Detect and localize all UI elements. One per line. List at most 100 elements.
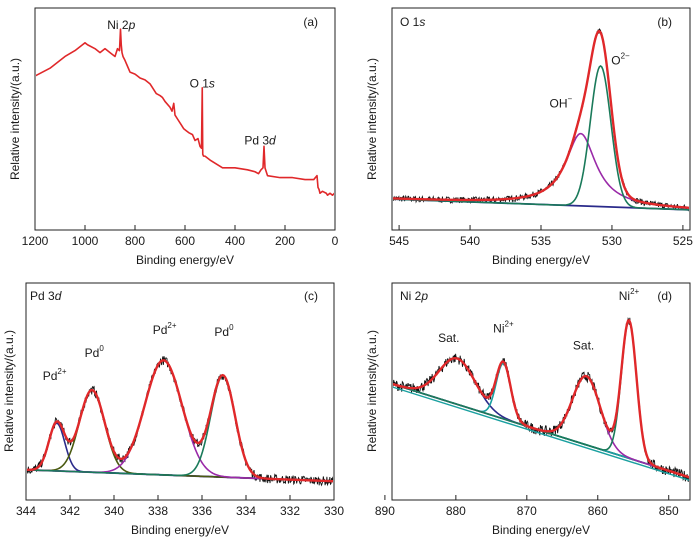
panel-d-background-2 (393, 386, 689, 481)
panel-c-fit-envelope (27, 359, 333, 483)
panel-a-tick-label: 1000 (72, 234, 99, 248)
panel-c-tick-label: 334 (236, 504, 256, 518)
annotation-text: Ni (493, 321, 504, 335)
panel-b-title-italic: s (419, 15, 425, 29)
panel-c-annotation: Pd2+ (153, 321, 177, 337)
panel-c-pd3d: Pd 3d (c) 344 342 340 338 336 334 332 330 Pd2+P… (2, 282, 344, 537)
panel-c-series (27, 356, 333, 487)
panel-a-ylabel: Relative intensity/(a.u.) (8, 58, 22, 180)
panel-b-series (393, 28, 689, 212)
annotation-text: OH (550, 96, 568, 110)
panel-c-annotation: Pd0 (85, 344, 105, 360)
panel-c-raw-data (27, 356, 333, 487)
panel-d-component-peak-2 (393, 362, 689, 478)
panel-a-tick-label: 200 (275, 234, 295, 248)
panel-d-tick-label: 880 (446, 504, 466, 518)
panel-c-tick-label: 336 (192, 504, 212, 518)
panel-b-tick-label: 530 (602, 234, 622, 248)
panel-d-fit-envelope (393, 318, 689, 479)
panel-d-tick-label: 890 (375, 504, 395, 518)
annotation-superscript: − (568, 94, 573, 103)
panel-d-annotations: Sat.Ni2+Sat.Ni2+ (438, 287, 639, 353)
annotation-italic: s (209, 77, 215, 91)
annotation-superscript: 2+ (505, 319, 514, 328)
panel-b-fit-envelope (393, 29, 689, 209)
panel-d-x-ticks: 890 880 870 860 850 (375, 495, 679, 518)
panel-d-ni2p: Ni 2p (d) 890 880 870 860 850 Sat.Ni2+Sat.Ni… (365, 282, 691, 537)
panel-a-frame (34, 7, 336, 231)
panel-d-title-main: Ni 2 (400, 289, 422, 303)
panel-d-ylabel: Relative intensity/(a.u.) (365, 330, 379, 452)
panel-a-tick-label: 800 (125, 234, 145, 248)
panel-c-frame (25, 282, 335, 501)
panel-a-survey: (a) 1200 1000 800 600 400 200 0 Ni 2p O 1s Pd 3d… (8, 7, 339, 267)
panel-b-x-ticks: 545 540 535 530 525 (389, 225, 693, 248)
panel-d-tick-label: 850 (659, 504, 679, 518)
panel-c-annotation: Pd2+ (43, 367, 67, 383)
panel-b-title: O 1s (400, 15, 425, 29)
panel-b-raw-data (393, 28, 689, 212)
annotation-text: O 1 (190, 77, 210, 91)
panel-d-xlabel: Binding energy/eV (492, 523, 590, 537)
panel-c-tick-label: 338 (148, 504, 168, 518)
panel-d-title: Ni 2p (400, 289, 428, 303)
panel-b-annotation: O2− (611, 51, 630, 67)
panel-c-component-peak-1 (27, 422, 333, 483)
panel-d-tick-label: 870 (517, 504, 537, 518)
panel-c-tick-label: 344 (16, 504, 36, 518)
panel-c-component-peak-2 (27, 389, 333, 483)
annotation-superscript: 0 (99, 344, 104, 353)
panel-d-title-italic: p (420, 289, 428, 303)
panel-a-plot (36, 28, 334, 196)
annotation-text: Pd (153, 323, 168, 337)
panel-a-annotation: Ni 2p (107, 18, 135, 32)
panel-d-annotation: Sat. (573, 338, 594, 352)
panel-b-tick-label: 525 (673, 234, 693, 248)
panel-b-tick-label: 545 (389, 234, 409, 248)
annotation-italic: p (128, 18, 136, 32)
panel-c-annotation: Pd0 (214, 323, 234, 339)
panel-d-component-peak-1 (393, 357, 689, 478)
panel-d-frame (391, 282, 691, 501)
panel-c-tick-label: 330 (324, 504, 344, 518)
panel-b-frame (391, 7, 691, 231)
annotation-superscript: 2+ (630, 287, 639, 296)
panel-d-tick-label: 860 (588, 504, 608, 518)
panel-b-title-main: O 1 (400, 15, 420, 29)
panel-a-annotations: Ni 2p O 1s Pd 3d (107, 18, 276, 147)
annotation-superscript: 0 (229, 323, 234, 332)
panel-c-tick-label: 342 (60, 504, 80, 518)
panel-c-title-main: Pd 3 (30, 289, 55, 303)
panel-d-label: (d) (657, 289, 672, 303)
panel-a-annotation: Pd 3d (244, 133, 276, 147)
panel-b-label: (b) (657, 15, 672, 29)
annotation-text: Pd (43, 369, 58, 383)
panel-c-title-italic: d (55, 289, 62, 303)
annotation-text: O (611, 53, 620, 67)
annotation-superscript: 2− (621, 51, 630, 60)
annotation-text: Ni (619, 289, 630, 303)
panel-a-tick-label: 1200 (22, 234, 49, 248)
panel-a-annotation: O 1s (190, 77, 215, 91)
panel-c-xlabel: Binding energy/eV (131, 523, 229, 537)
panel-a-survey-line (36, 28, 334, 196)
panel-b-annotations: OH− O2− (550, 51, 630, 110)
panel-d-annotation: Sat. (438, 331, 459, 345)
panel-b-annotation: OH− (550, 94, 573, 110)
panel-d-series (393, 317, 689, 482)
panel-b-component-peak-2 (393, 64, 689, 211)
annotation-italic: d (269, 133, 276, 147)
panel-b-o1s: O 1s (b) 545 540 535 530 525 OH− O2− Binding … (365, 7, 693, 267)
panel-c-plot (27, 356, 333, 487)
annotation-text: Pd (214, 325, 229, 339)
annotation-superscript: 2+ (167, 321, 176, 330)
panel-c-x-ticks: 344 342 340 338 336 334 332 330 (16, 495, 344, 518)
panel-d-raw-data (393, 317, 689, 482)
panel-b-component-peak-1 (393, 132, 689, 209)
panel-c-tick-label: 332 (280, 504, 300, 518)
panel-a-x-ticks: 1200 1000 800 600 400 200 0 (22, 225, 339, 248)
panel-a-label: (a) (303, 15, 318, 29)
panel-a-tick-label: 600 (175, 234, 195, 248)
annotation-text: Pd (85, 346, 100, 360)
